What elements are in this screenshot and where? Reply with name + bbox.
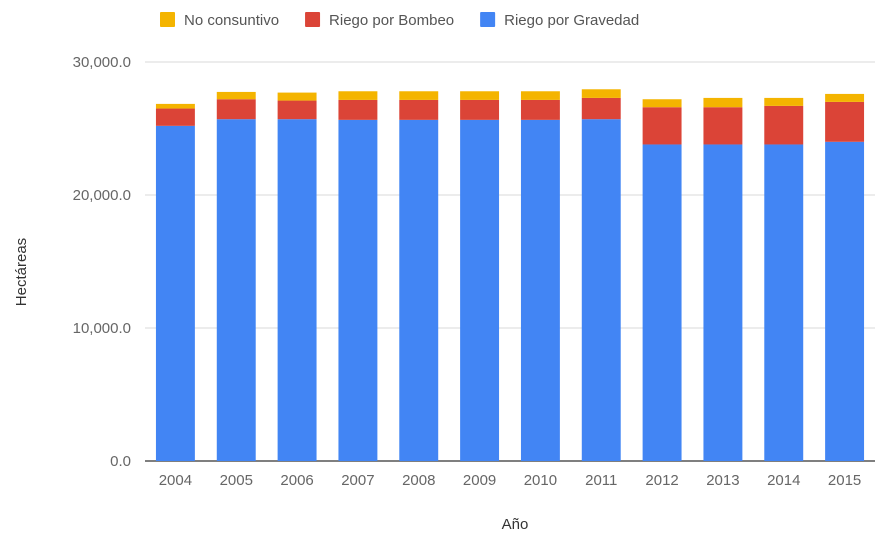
bar-stack-2005 xyxy=(216,91,256,461)
y-tick-label: 10,000.0 xyxy=(73,320,131,337)
legend-label: Riego por Bombeo xyxy=(329,12,454,29)
bar-segment-no-consuntivo-2013 xyxy=(703,97,743,108)
bar-segment-riego-por-gravedad-2006 xyxy=(277,119,317,461)
bar-stack-2007 xyxy=(338,91,378,461)
bar-stack-2009 xyxy=(460,91,500,461)
legend-label: No consuntivo xyxy=(184,12,279,29)
y-tick-label: 30,000.0 xyxy=(73,54,131,71)
legend-swatch xyxy=(160,12,175,27)
bar-segment-riego-por-bombeo-2010 xyxy=(520,99,560,120)
legend-swatch xyxy=(480,12,496,27)
bar-segment-no-consuntivo-2014 xyxy=(764,97,804,106)
bar-segment-no-consuntivo-2004 xyxy=(155,103,195,109)
bar-segment-riego-por-bombeo-2013 xyxy=(703,107,743,145)
legend: No consuntivo Riego por Bombeo Riego por G… xyxy=(160,12,639,29)
bar-segment-riego-por-bombeo-2004 xyxy=(155,108,195,126)
x-tick-label: 2008 xyxy=(402,472,435,489)
bar-stack-2010 xyxy=(520,91,560,461)
legend-item-riego-por-gravedad: Riego por Gravedad xyxy=(480,12,639,29)
x-tick-label: 2014 xyxy=(767,472,800,489)
y-axis-title: Hectáreas xyxy=(13,238,30,306)
bar-segment-no-consuntivo-2011 xyxy=(581,89,621,98)
x-tick-label: 2006 xyxy=(280,472,313,489)
bar-segment-riego-por-gravedad-2013 xyxy=(703,144,743,461)
bar-segment-riego-por-gravedad-2005 xyxy=(216,119,256,461)
bar-stack-2008 xyxy=(399,91,439,461)
bar-segment-riego-por-bombeo-2005 xyxy=(216,99,256,120)
x-tick-label: 2007 xyxy=(341,472,374,489)
bar-stack-2004 xyxy=(155,103,195,461)
legend-item-no-consuntivo: No consuntivo xyxy=(160,12,279,29)
bar-stack-2006 xyxy=(277,92,317,461)
bar-segment-riego-por-bombeo-2014 xyxy=(764,105,804,145)
bar-segment-riego-por-gravedad-2007 xyxy=(338,119,378,461)
bar-segment-riego-por-gravedad-2008 xyxy=(399,119,439,461)
x-tick-label: 2009 xyxy=(463,472,496,489)
y-tick-label: 20,000.0 xyxy=(73,187,131,204)
bar-segment-riego-por-bombeo-2015 xyxy=(825,101,865,142)
bar-segment-no-consuntivo-2012 xyxy=(642,99,682,108)
bar-segment-riego-por-gravedad-2012 xyxy=(642,144,682,461)
legend-item-riego-por-bombeo: Riego por Bombeo xyxy=(305,12,454,29)
bar-segment-no-consuntivo-2008 xyxy=(399,91,439,100)
y-tick-label: 0.0 xyxy=(110,453,131,470)
bar-segment-riego-por-gravedad-2010 xyxy=(520,119,560,461)
bar-stack-2011 xyxy=(581,89,621,461)
x-axis-ticks: 2004 2005 2006 2007 2008 2009 2010 2011 2012 2013… xyxy=(159,472,862,489)
bar-segment-no-consuntivo-2005 xyxy=(216,91,256,100)
bar-segment-riego-por-gravedad-2009 xyxy=(460,119,500,461)
x-tick-label: 2015 xyxy=(828,472,861,489)
x-tick-label: 2013 xyxy=(706,472,739,489)
bar-segment-riego-por-bombeo-2009 xyxy=(460,99,500,120)
y-axis-ticks: 0.0 10,000.0 20,000.0 30,000.0 xyxy=(73,54,131,470)
x-tick-label: 2012 xyxy=(645,472,678,489)
bar-stack-2012 xyxy=(642,99,682,461)
bar-segment-riego-por-bombeo-2012 xyxy=(642,107,682,145)
bar-segment-riego-por-gravedad-2011 xyxy=(581,119,621,461)
bar-segment-no-consuntivo-2007 xyxy=(338,91,378,100)
x-tick-label: 2011 xyxy=(585,472,617,489)
bar-segment-riego-por-gravedad-2014 xyxy=(764,144,804,461)
bar-segment-no-consuntivo-2006 xyxy=(277,92,317,101)
x-axis-title: Año xyxy=(502,516,529,533)
bars xyxy=(155,89,865,462)
bar-segment-riego-por-gravedad-2004 xyxy=(155,125,195,461)
bar-segment-riego-por-bombeo-2008 xyxy=(399,99,439,120)
bar-segment-no-consuntivo-2009 xyxy=(460,91,500,100)
bar-segment-no-consuntivo-2010 xyxy=(520,91,560,100)
x-tick-label: 2004 xyxy=(159,472,192,489)
bar-stack-2013 xyxy=(703,97,743,461)
bar-segment-riego-por-gravedad-2015 xyxy=(825,141,865,462)
legend-swatch xyxy=(305,12,321,27)
bar-stack-2015 xyxy=(825,93,865,462)
bar-stack-2014 xyxy=(764,97,804,461)
bar-segment-riego-por-bombeo-2007 xyxy=(338,99,378,120)
bar-segment-riego-por-bombeo-2006 xyxy=(277,100,317,120)
bar-segment-no-consuntivo-2015 xyxy=(825,93,865,102)
bar-segment-riego-por-bombeo-2011 xyxy=(581,97,621,120)
x-tick-label: 2010 xyxy=(524,472,557,489)
legend-label: Riego por Gravedad xyxy=(504,12,639,29)
x-tick-label: 2005 xyxy=(220,472,253,489)
gridlines xyxy=(145,61,875,462)
